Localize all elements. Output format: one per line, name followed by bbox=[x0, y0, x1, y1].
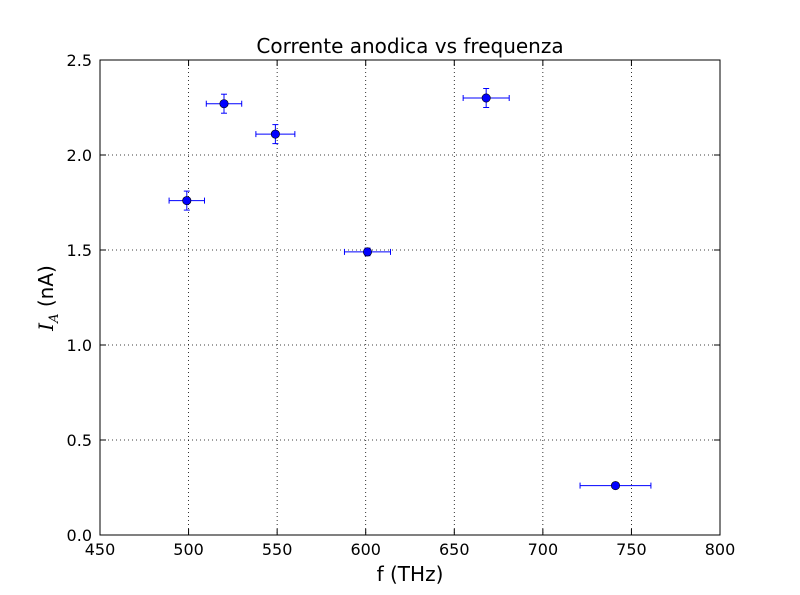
y-tick-label: 1.0 bbox=[67, 336, 92, 355]
y-tick-label: 0.0 bbox=[67, 526, 92, 545]
data-point bbox=[219, 99, 229, 109]
y-tick-label: 2.5 bbox=[67, 51, 92, 70]
y-axis-label-subscript: A bbox=[47, 314, 62, 324]
data-point-group bbox=[343, 247, 392, 257]
data-point-group bbox=[255, 124, 296, 145]
data-series bbox=[168, 88, 652, 491]
y-axis-label: IA (nA) bbox=[34, 265, 62, 332]
x-tick-label: 650 bbox=[439, 540, 470, 559]
x-tick-label: 550 bbox=[262, 540, 293, 559]
x-tick-label: 450 bbox=[85, 540, 116, 559]
plot-frame bbox=[99, 59, 721, 536]
y-tick-label: 2.0 bbox=[67, 146, 92, 165]
y-axis-label-unit: (nA) bbox=[34, 265, 58, 313]
data-point-group bbox=[462, 88, 510, 108]
data-point bbox=[610, 481, 620, 491]
data-point-group bbox=[168, 190, 206, 211]
grid bbox=[100, 60, 720, 535]
x-tick-label: 750 bbox=[616, 540, 647, 559]
data-point bbox=[481, 93, 491, 103]
x-tick-label: 700 bbox=[528, 540, 559, 559]
x-axis-label: f (THz) bbox=[377, 562, 444, 586]
x-tick-label: 600 bbox=[350, 540, 381, 559]
data-point bbox=[270, 129, 280, 139]
x-tick-label: 800 bbox=[705, 540, 736, 559]
chart-title: Corrente anodica vs frequenza bbox=[256, 34, 563, 58]
data-point bbox=[182, 196, 192, 206]
axis-ticks: 450 500 550 600 650 700 750 800 0.0 0.5 1.0 1.5 2.0 2… bbox=[67, 51, 736, 559]
y-tick-label: 0.5 bbox=[67, 431, 92, 450]
x-tick-label: 500 bbox=[173, 540, 204, 559]
data-point bbox=[362, 247, 372, 257]
y-tick-label: 1.5 bbox=[67, 241, 92, 260]
y-axis-label-symbol: I bbox=[34, 322, 58, 332]
data-point-group bbox=[205, 93, 243, 114]
data-point-group bbox=[579, 481, 652, 491]
